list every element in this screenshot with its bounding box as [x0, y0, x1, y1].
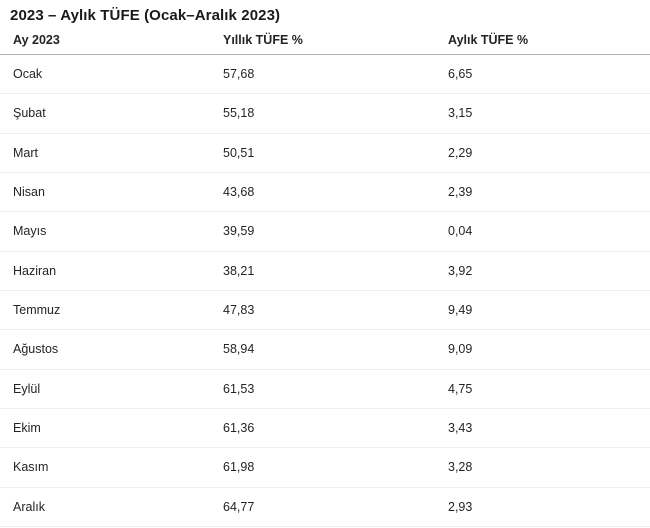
cell-month: Nisan: [13, 185, 45, 200]
table-row: Şubat 55,18 3,15: [0, 94, 650, 134]
cell-monthly-tufe: 3,92: [448, 263, 473, 278]
cell-annual-tufe: 39,59: [223, 224, 255, 239]
cell-annual-tufe: 61,98: [223, 460, 255, 475]
table-row: Aralık 64,77 2,93: [0, 488, 650, 527]
table-row: Ocak 57,68 6,65: [0, 55, 650, 95]
table-header-row: Ay 2023 Yıllık TÜFE % Aylık TÜFE %: [0, 26, 650, 55]
cell-monthly-tufe: 9,49: [448, 303, 473, 318]
table-row: Ekim 61,36 3,43: [0, 409, 650, 449]
cell-monthly-tufe: 6,65: [448, 67, 473, 82]
table-row: Mayıs 39,59 0,04: [0, 212, 650, 252]
table-row: Nisan 43,68 2,39: [0, 173, 650, 213]
cell-monthly-tufe: 3,28: [448, 460, 473, 475]
cell-annual-tufe: 58,94: [223, 342, 255, 357]
column-header-annual-tufe: Yıllık TÜFE %: [223, 33, 303, 47]
cell-monthly-tufe: 3,43: [448, 421, 473, 436]
column-header-monthly-tufe: Aylık TÜFE %: [448, 33, 529, 47]
tufe-table: Ay 2023 Yıllık TÜFE % Aylık TÜFE % Ocak 5…: [0, 26, 650, 527]
cell-month: Temmuz: [13, 303, 61, 318]
table-row: Ağustos 58,94 9,09: [0, 330, 650, 370]
table-row: Kasım 61,98 3,28: [0, 448, 650, 488]
cell-month: Kasım: [13, 460, 49, 475]
column-header-month: Ay 2023: [13, 33, 60, 47]
page-title: 2023 – Aylık TÜFE (Ocak–Aralık 2023): [10, 7, 281, 24]
cell-annual-tufe: 61,53: [223, 381, 255, 396]
table-row: Haziran 38,21 3,92: [0, 252, 650, 291]
cell-month: Şubat: [13, 106, 46, 121]
cell-month: Ekim: [13, 421, 41, 436]
cell-month: Ocak: [13, 67, 43, 82]
cell-monthly-tufe: 2,93: [448, 499, 473, 514]
cell-annual-tufe: 50,51: [223, 145, 255, 160]
cell-annual-tufe: 55,18: [223, 106, 255, 121]
cell-monthly-tufe: 9,09: [448, 342, 473, 357]
cell-annual-tufe: 43,68: [223, 185, 255, 200]
table-body: Ocak 57,68 6,65 Şubat 55,18 3,15 Mart 50,51 2,29…: [0, 55, 650, 527]
cell-month: Mayıs: [13, 224, 47, 239]
cell-monthly-tufe: 4,75: [448, 381, 473, 396]
table-row: Mart 50,51 2,29: [0, 134, 650, 173]
cell-annual-tufe: 38,21: [223, 263, 255, 278]
cell-monthly-tufe: 0,04: [448, 224, 473, 239]
cell-monthly-tufe: 3,15: [448, 106, 473, 121]
cell-monthly-tufe: 2,39: [448, 185, 473, 200]
cell-month: Mart: [13, 145, 38, 160]
cell-month: Aralık: [13, 499, 45, 514]
cell-annual-tufe: 57,68: [223, 67, 255, 82]
cell-month: Ağustos: [13, 342, 59, 357]
cell-annual-tufe: 61,36: [223, 421, 255, 436]
cell-monthly-tufe: 2,29: [448, 145, 473, 160]
cell-month: Haziran: [13, 263, 57, 278]
cell-annual-tufe: 47,83: [223, 303, 255, 318]
table-row: Temmuz 47,83 9,49: [0, 291, 650, 331]
cell-annual-tufe: 64,77: [223, 499, 255, 514]
table-row: Eylül 61,53 4,75: [0, 370, 650, 409]
cell-month: Eylül: [13, 381, 41, 396]
